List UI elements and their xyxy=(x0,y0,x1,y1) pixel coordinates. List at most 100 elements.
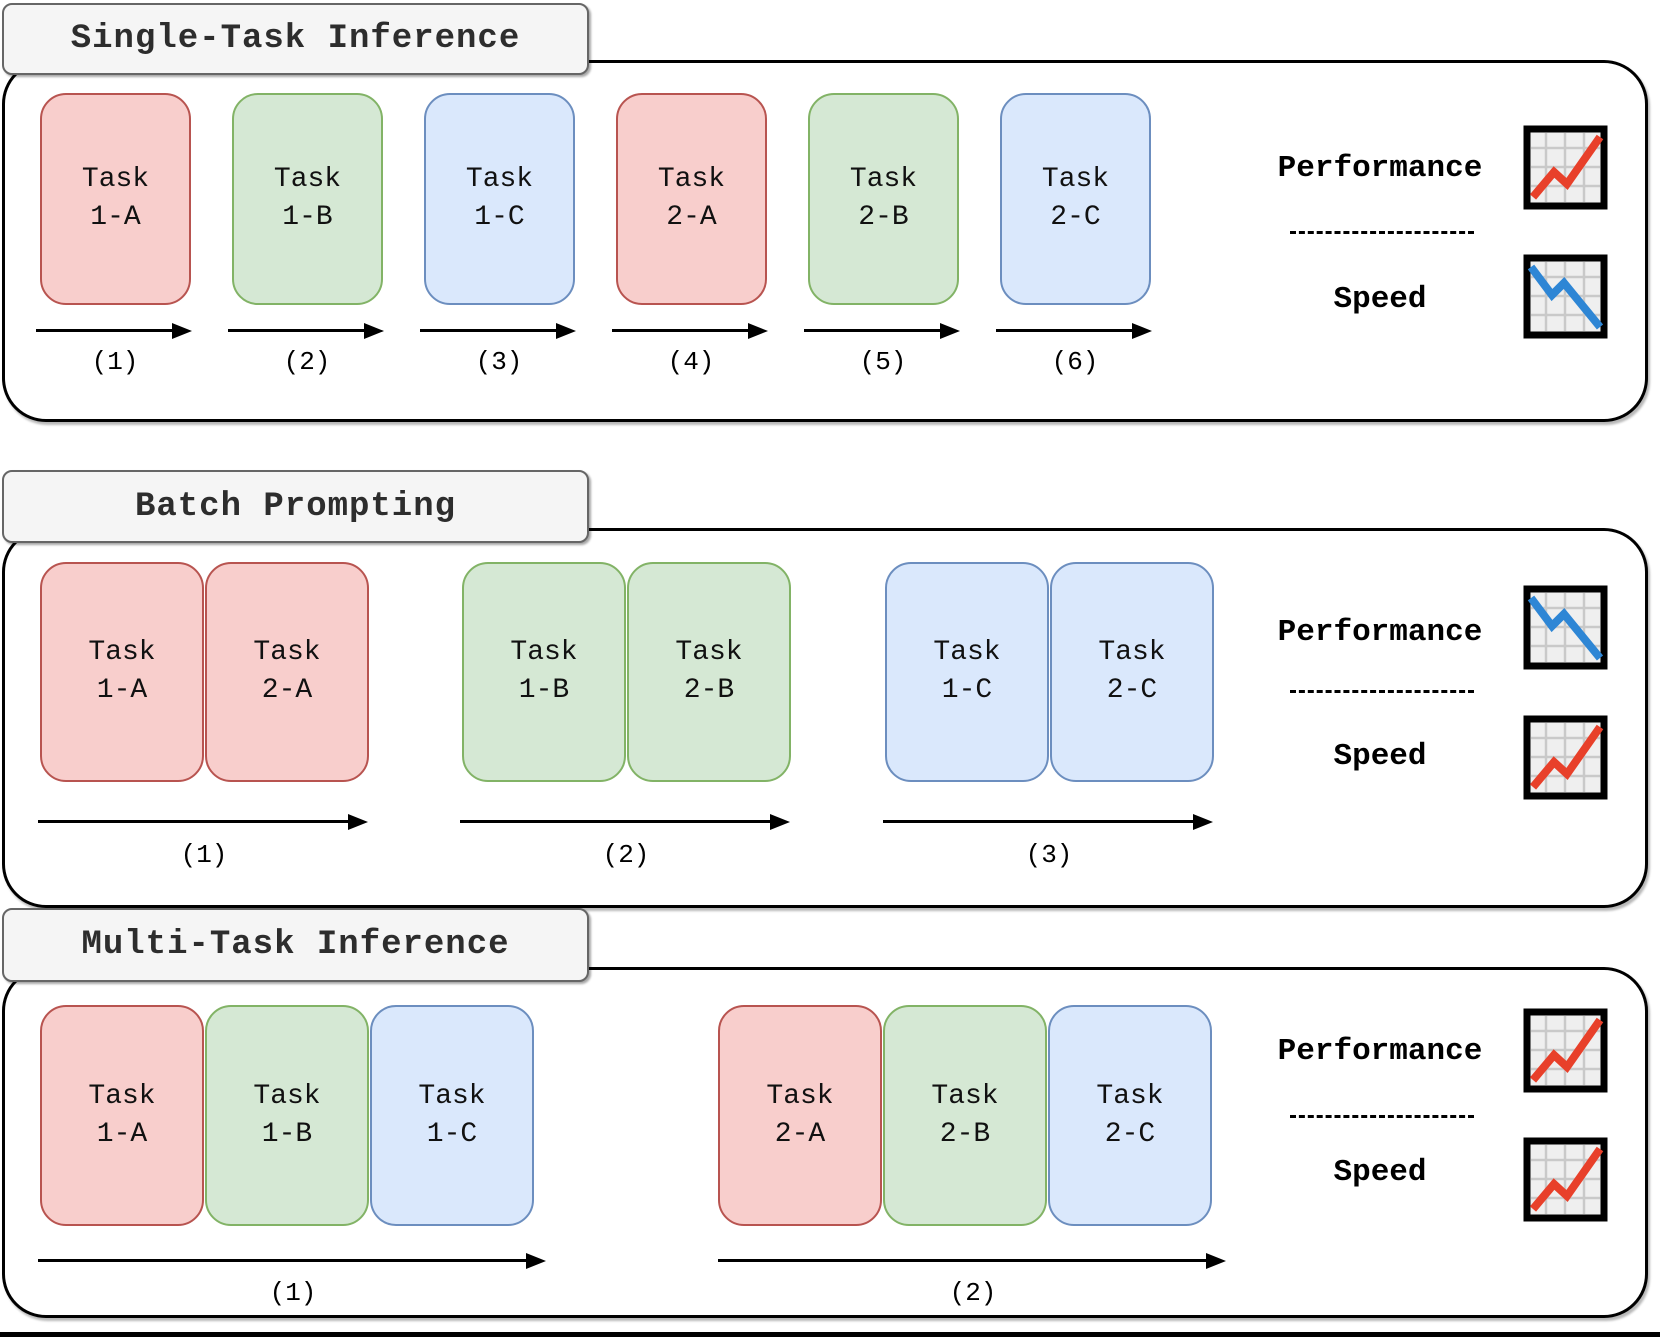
panel-title-label: Batch Prompting xyxy=(134,487,457,526)
task-box-2B: Task 2-B xyxy=(883,1005,1047,1226)
task-box-1B: Task 1-B xyxy=(205,1005,369,1226)
task-label: Task xyxy=(88,637,156,668)
step-arrow xyxy=(228,329,364,332)
step-label: (1) xyxy=(91,347,139,377)
task-box-2B: Task 2-B xyxy=(808,93,959,305)
trend-line xyxy=(1529,1146,1604,1212)
step-arrow xyxy=(420,329,556,332)
step-label: (1) xyxy=(269,1278,317,1308)
step-arrow xyxy=(996,329,1132,332)
step-label: (2) xyxy=(602,840,650,870)
step-arrow xyxy=(612,329,748,332)
performance-trend-down-icon xyxy=(1523,585,1608,670)
step-arrow xyxy=(718,1259,1206,1262)
step-label: (3) xyxy=(1025,840,1073,870)
task-label: Task xyxy=(766,1080,834,1112)
step-arrow xyxy=(38,1259,526,1262)
task-box-1C: Task 1-C xyxy=(370,1005,534,1226)
task-id: 1-C xyxy=(941,675,993,706)
trend-line xyxy=(1529,1017,1604,1083)
performance-label: Performance xyxy=(1277,1034,1483,1069)
task-id: 2-A xyxy=(261,675,313,706)
task-box-2B: Task 2-B xyxy=(627,562,791,782)
step-arrow xyxy=(36,329,172,332)
step-arrow xyxy=(883,820,1193,823)
task-id: 1-B xyxy=(518,675,570,706)
step-label: (3) xyxy=(475,347,523,377)
task-label: Task xyxy=(1096,1080,1164,1112)
task-id: 2-B xyxy=(939,1118,991,1150)
trend-line xyxy=(1527,264,1604,330)
task-id: 1-C xyxy=(426,1118,478,1150)
task-box-2A: Task 2-A xyxy=(718,1005,882,1226)
task-box-2C: Task 2-C xyxy=(1000,93,1151,305)
performance-trend-up-icon xyxy=(1523,125,1608,210)
panel-title: Multi-Task Inference xyxy=(2,908,589,982)
metric-separator xyxy=(1290,690,1474,693)
panel-title: Batch Prompting xyxy=(2,470,589,543)
task-id: 2-C xyxy=(1050,202,1101,233)
task-box-2A: Task 2-A xyxy=(205,562,369,782)
panel-title-label: Single-Task Inference xyxy=(70,20,521,58)
task-id: 1-B xyxy=(282,202,333,233)
task-box-1C: Task 1-C xyxy=(424,93,575,305)
step-label: (4) xyxy=(667,347,715,377)
step-label: (6) xyxy=(1051,347,1099,377)
task-box-2C: Task 2-C xyxy=(1048,1005,1212,1226)
task-box-1C: Task 1-C xyxy=(885,562,1049,782)
task-label: Task xyxy=(81,164,150,195)
task-label: Task xyxy=(88,1080,156,1112)
metric-separator xyxy=(1290,231,1474,234)
performance-label: Performance xyxy=(1277,615,1483,650)
task-label: Task xyxy=(253,637,321,668)
speed-label: Speed xyxy=(1333,739,1427,774)
task-id: 2-C xyxy=(1104,1118,1156,1150)
task-label: Task xyxy=(1098,637,1166,668)
task-label: Task xyxy=(253,1080,321,1112)
task-box-1A: Task 1-A xyxy=(40,562,204,782)
task-label: Task xyxy=(931,1080,999,1112)
task-box-2A: Task 2-A xyxy=(616,93,767,305)
performance-label: Performance xyxy=(1277,151,1483,186)
task-label: Task xyxy=(465,164,534,195)
trend-line xyxy=(1529,134,1604,200)
panel-title: Single-Task Inference xyxy=(2,3,589,75)
task-label: Task xyxy=(657,164,726,195)
task-label: Task xyxy=(933,637,1001,668)
bottom-edge-line xyxy=(0,1332,1660,1337)
task-id: 2-B xyxy=(683,675,735,706)
task-id: 2-C xyxy=(1106,675,1158,706)
speed-trend-down-icon xyxy=(1523,254,1608,339)
task-id: 2-B xyxy=(858,202,909,233)
speed-trend-up-icon xyxy=(1523,715,1608,800)
trend-line xyxy=(1529,724,1604,790)
task-label: Task xyxy=(849,164,918,195)
task-label: Task xyxy=(675,637,743,668)
speed-label: Speed xyxy=(1333,1155,1427,1190)
speed-label: Speed xyxy=(1333,282,1427,317)
task-id: 1-A xyxy=(96,1118,148,1150)
speed-trend-up-icon xyxy=(1523,1137,1608,1222)
task-label: Task xyxy=(418,1080,486,1112)
step-label: (2) xyxy=(949,1278,997,1308)
task-id: 2-A xyxy=(774,1118,826,1150)
step-label: (5) xyxy=(859,347,907,377)
metric-separator xyxy=(1290,1115,1474,1118)
task-box-2C: Task 2-C xyxy=(1050,562,1214,782)
trend-line xyxy=(1527,595,1604,661)
task-box-1A: Task 1-A xyxy=(40,93,191,305)
step-arrow xyxy=(804,329,940,332)
task-id: 1-A xyxy=(90,202,141,233)
task-id: 2-A xyxy=(666,202,717,233)
step-arrow xyxy=(460,820,770,823)
task-box-1A: Task 1-A xyxy=(40,1005,204,1226)
task-label: Task xyxy=(1041,164,1110,195)
step-arrow xyxy=(38,820,348,823)
panel-title-label: Multi-Task Inference xyxy=(81,926,510,964)
task-label: Task xyxy=(510,637,578,668)
task-box-1B: Task 1-B xyxy=(232,93,383,305)
task-id: 1-C xyxy=(474,202,525,233)
step-label: (1) xyxy=(180,840,228,870)
step-label: (2) xyxy=(283,347,331,377)
